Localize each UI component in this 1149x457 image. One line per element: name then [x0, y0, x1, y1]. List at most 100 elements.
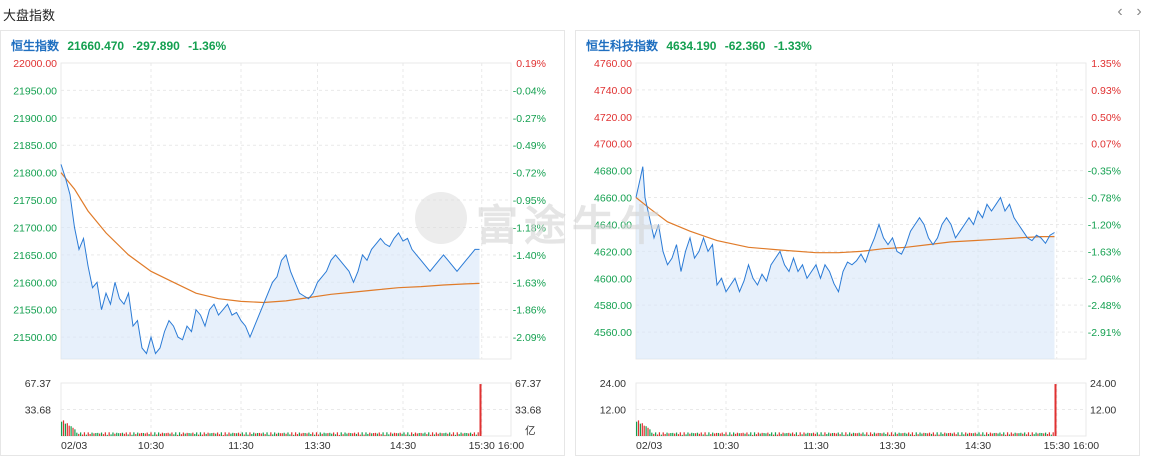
index-price: 4634.190 [666, 39, 717, 53]
volume-bar [475, 434, 477, 436]
volume-bar [904, 432, 906, 436]
volume-bar [919, 432, 921, 436]
volume-bar [118, 433, 120, 436]
volume-bar [93, 433, 95, 436]
volume-bar [647, 427, 649, 436]
volume-bar [224, 432, 226, 436]
volume-bar [993, 432, 995, 436]
chevron-left-icon[interactable]: ‹ [1117, 3, 1123, 20]
volume-bar [917, 434, 919, 436]
volume-bar [150, 432, 152, 436]
volume-bar [277, 432, 280, 436]
index-header: 恒生科技指数 4634.190 -62.360 -1.33% [586, 37, 812, 54]
x-tick-label: 02/03 [61, 440, 87, 452]
volume-bar [272, 434, 274, 436]
pct-tick-label: -1.20% [1088, 219, 1121, 231]
volume-bar [1024, 432, 1026, 436]
volume-bar [66, 423, 68, 436]
volume-bar [62, 420, 65, 436]
price-line [635, 166, 1055, 294]
volume-bar [395, 433, 397, 436]
volume-bar [285, 433, 287, 436]
volume-bar [268, 434, 270, 436]
volume-bar [986, 432, 988, 436]
index-name[interactable]: 恒生指数 [11, 39, 60, 53]
volume-bar [780, 433, 782, 436]
y-tick-label: 21600.00 [13, 277, 57, 289]
volume-bar [374, 432, 377, 436]
volume-bar [114, 433, 116, 436]
volume-bar [645, 426, 647, 436]
index-panel-hstech[interactable]: 4760.00 1.35% 4740.00 0.93% 4720.00 0.50% 4700… [575, 30, 1140, 456]
volume-bar [361, 432, 363, 436]
volume-bar [203, 432, 205, 436]
volume-bar [875, 433, 877, 436]
volume-bar [420, 432, 422, 436]
volume-bar [100, 432, 103, 436]
chevron-right-icon[interactable]: › [1136, 3, 1142, 20]
volume-bar [327, 433, 329, 436]
volume-bar [674, 433, 676, 436]
watermark: 富途牛牛 [476, 202, 669, 249]
volume-bar [949, 432, 952, 436]
volume-bar [414, 432, 417, 436]
volume-bar [790, 433, 792, 436]
volume-bar [890, 432, 893, 436]
volume-bar [894, 432, 896, 436]
volume-bar [138, 433, 141, 436]
volume-bar [664, 433, 666, 436]
y-tick-label: 21750.00 [13, 195, 57, 207]
price-area [61, 164, 480, 359]
volume-bar [76, 432, 78, 436]
volume-bar [344, 432, 346, 436]
volume-tick-label: 24.00 [1090, 378, 1116, 390]
volume-bar [222, 434, 224, 436]
volume-bar [887, 432, 889, 436]
volume-bar [83, 432, 86, 436]
volume-bar [201, 434, 203, 436]
avg-line [635, 197, 1055, 254]
volume-bar [850, 433, 853, 436]
volume-bar [934, 434, 936, 436]
volume-bar [1027, 432, 1030, 436]
volume-bar [906, 433, 908, 436]
volume-bar [462, 433, 464, 436]
volume-bar [727, 434, 729, 436]
pct-tick-label: -0.27% [513, 113, 546, 125]
y-tick-label: 4680.00 [594, 166, 632, 178]
volume-bar [135, 434, 137, 436]
index-name[interactable]: 恒生科技指数 [586, 39, 659, 53]
volume-bar [399, 432, 401, 436]
volume-bar [1012, 433, 1014, 436]
volume-bar [831, 432, 834, 436]
volume-bar [911, 432, 914, 436]
volume-bar [152, 434, 154, 436]
section-title: 大盘指数 [3, 8, 56, 23]
volume-bar [431, 432, 434, 436]
y-tick-label: 21900.00 [13, 113, 57, 125]
volume-bar [1022, 433, 1024, 436]
volume-bar [319, 432, 321, 436]
index-chart-hstech: 4760.00 1.35% 4740.00 0.93% 4720.00 0.50% 4700… [594, 58, 1121, 452]
pct-tick-label: -1.86% [513, 305, 546, 317]
volume-bar [822, 434, 824, 436]
volume-bar [173, 434, 175, 436]
volume-bar [441, 433, 443, 436]
volume-bar [725, 432, 727, 436]
y-tick-label: 4580.00 [594, 300, 632, 312]
volume-bar [864, 434, 866, 436]
volume-bar [643, 425, 645, 436]
index-panel-hsi[interactable]: 22000.00 0.19% 21950.00 -0.04% 21900.00 -0.27… [0, 30, 565, 456]
volume-bar [237, 432, 240, 436]
volume-bar [932, 432, 934, 436]
volume-bar [314, 434, 316, 436]
volume-bar [729, 432, 731, 436]
volume-bar [315, 432, 318, 436]
volume-bar [230, 433, 232, 436]
volume-bar [708, 432, 710, 436]
volume-bar [352, 433, 354, 436]
volume-bar [336, 432, 339, 436]
volume-bar [784, 433, 786, 436]
volume-bar [966, 433, 969, 436]
volume-bar [74, 429, 76, 436]
